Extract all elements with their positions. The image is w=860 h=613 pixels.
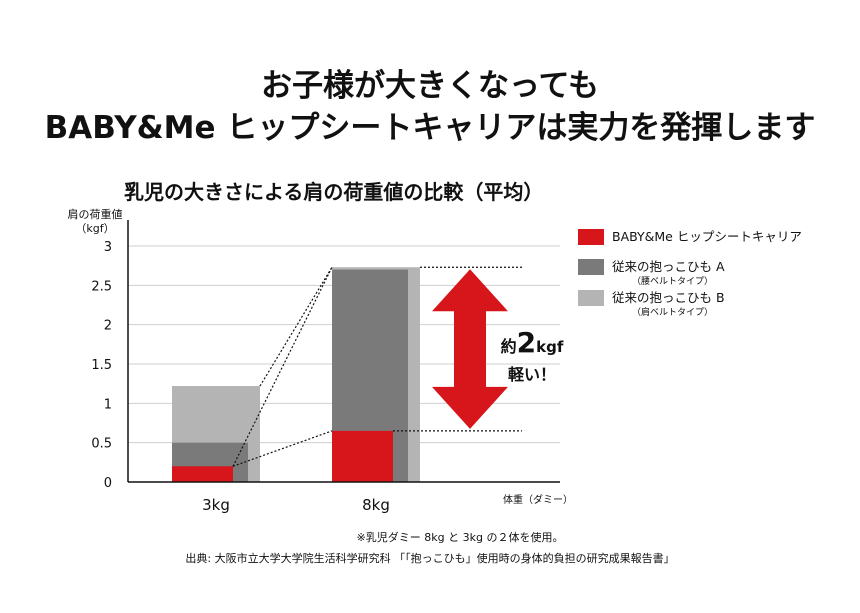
x-tick-labels: 3kg 8kg: [202, 496, 390, 514]
x-tick-label: 8kg: [362, 496, 390, 514]
y-tick-label: 0.5: [91, 437, 112, 452]
difference-arrow: [432, 269, 508, 429]
bar-3kg-series-0: [172, 466, 233, 482]
callout-value: 2: [516, 326, 537, 359]
double-arrow: [432, 269, 508, 429]
connector-hipseat-to-b: [232, 266, 333, 467]
y-tick-labels: 0 0.5 1 1.5 2 2.5 3: [91, 240, 112, 491]
headline-line-2: BABY&Me ヒップシートキャリアは実力を発揮します: [44, 110, 816, 146]
legend-swatch: [578, 229, 604, 245]
difference-callout: 約2kgf 軽い！: [492, 326, 572, 385]
chart-title: 乳児の大きさによる肩の荷重値の比較（平均）: [124, 180, 544, 204]
y-tick-label: 2.5: [91, 279, 112, 294]
x-tick-label: 3kg: [202, 496, 230, 514]
callout-line-2: 軽い！: [507, 365, 556, 384]
y-tick-label: 2: [104, 319, 112, 334]
y-axis-label-line-2: （kgf）: [75, 222, 115, 235]
footnote: ※乳児ダミー 8kg と 3kg の２体を使用。: [356, 531, 564, 544]
legend-swatch: [578, 259, 604, 275]
source-citation: 出典: 大阪市立大学大学院生活科学研究科 「「抱っこひも」使用時の身体的負担の研…: [185, 552, 675, 565]
y-tick-label: 3: [104, 240, 112, 255]
bars: [172, 267, 420, 482]
x-axis-unit-label: 体重（ダミー）: [503, 495, 573, 506]
legend-sublabel: （腰ベルトタイプ）: [632, 277, 714, 287]
headline-line-1: お子様が大きくなっても: [261, 68, 599, 104]
y-axis-label-line-1: 肩の荷重値: [67, 208, 123, 221]
callout-prefix: 約: [500, 337, 517, 356]
legend-label: 従来の抱っこひも B: [612, 290, 725, 305]
callout-unit: kgf: [536, 338, 564, 356]
y-tick-label: 1.5: [91, 358, 112, 373]
y-tick-label: 1: [104, 397, 112, 412]
y-axis-label: 肩の荷重値 （kgf）: [64, 208, 126, 236]
connector-hipseat: [232, 430, 333, 467]
connector-carrier-b: [259, 266, 333, 387]
legend-label: BABY&Me ヒップシートキャリア: [612, 229, 802, 244]
y-tick-label: 0: [104, 476, 112, 491]
legend-sublabel: （肩ベルトタイプ）: [632, 308, 714, 318]
bar-8kg-series-0: [332, 430, 393, 482]
connector-lines: [232, 266, 522, 467]
legend-swatch: [578, 290, 604, 306]
legend-label: 従来の抱っこひも A: [612, 259, 725, 274]
